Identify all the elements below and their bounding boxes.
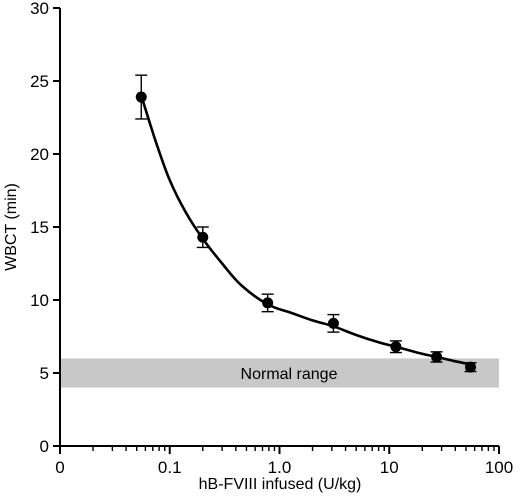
x-tick-label: 100 <box>485 458 513 477</box>
x-tick-label: 10 <box>380 458 399 477</box>
x-axis-title: hB-FVIII infused (U/kg) <box>199 476 362 493</box>
x-tick-label: 0.1 <box>158 458 182 477</box>
data-point <box>465 361 477 373</box>
data-point <box>431 351 443 363</box>
y-tick-label: 30 <box>30 0 49 18</box>
y-tick-label: 15 <box>30 218 49 237</box>
x-tick-label: 0 <box>55 458 64 477</box>
y-ticks: 0 5 10 15 20 25 30 <box>30 0 60 456</box>
data-point <box>197 231 209 243</box>
fit-curve <box>140 95 471 366</box>
data-point <box>390 341 402 353</box>
data-points <box>135 74 477 373</box>
y-tick-label: 20 <box>30 145 49 164</box>
data-point <box>327 317 339 329</box>
x-ticks: 0 0.1 1.0 10 100 <box>55 446 513 477</box>
y-tick-label: 25 <box>30 72 49 91</box>
normal-range-band <box>61 358 499 388</box>
y-tick-label: 0 <box>40 437 49 456</box>
y-axis-title: WBCT (min) <box>3 183 20 271</box>
normal-range-label: Normal range <box>241 366 338 383</box>
y-tick-label: 10 <box>30 291 49 310</box>
data-point <box>135 91 147 103</box>
data-point <box>262 297 274 309</box>
y-tick-label: 5 <box>40 364 49 383</box>
x-tick-label: 1.0 <box>268 458 292 477</box>
